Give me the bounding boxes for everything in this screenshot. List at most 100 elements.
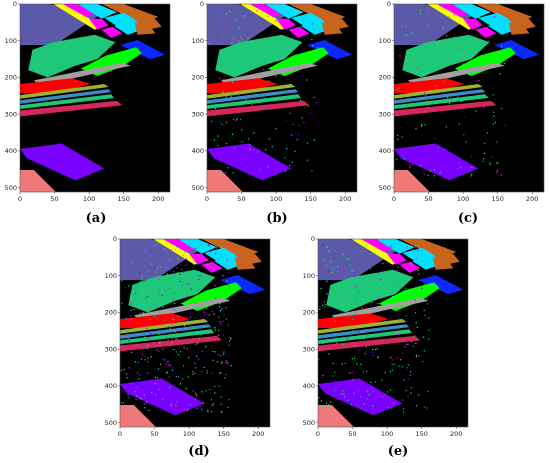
noise-pixel [361, 297, 364, 300]
noise-pixel [479, 20, 481, 22]
noise-pixel [200, 244, 202, 246]
noise-pixel [121, 302, 123, 304]
noise-pixel [210, 410, 213, 413]
noise-pixel [157, 368, 160, 370]
noise-pixel [327, 405, 329, 407]
noise-pixel [213, 36, 215, 39]
noise-pixel [179, 281, 181, 283]
noise-pixel [351, 371, 353, 374]
noise-pixel [400, 250, 402, 252]
noise-pixel [215, 297, 217, 299]
noise-pixel [330, 295, 332, 297]
noise-pixel [222, 244, 224, 247]
noise-pixel [463, 116, 465, 118]
noise-pixel [146, 402, 148, 404]
noise-pixel [150, 250, 152, 253]
noise-pixel [306, 142, 308, 144]
noise-pixel [436, 42, 438, 44]
noise-pixel [427, 106, 429, 108]
noise-pixel [377, 303, 379, 305]
noise-pixel [406, 367, 408, 369]
noise-pixel [504, 124, 506, 126]
noise-pixel [409, 167, 411, 169]
noise-pixel [453, 14, 455, 16]
noise-pixel [369, 253, 371, 255]
x-tick-label: 150 [217, 430, 229, 438]
noise-pixel [221, 123, 223, 125]
noise-pixel [219, 121, 221, 123]
noise-pixel [201, 370, 203, 373]
noise-pixel [343, 252, 345, 254]
noise-pixel [171, 277, 173, 279]
noise-pixel [139, 281, 141, 283]
noise-pixel [190, 247, 193, 249]
noise-pixel [370, 344, 372, 346]
noise-pixel [231, 42, 233, 44]
noise-pixel [497, 59, 499, 61]
noise-pixel [342, 253, 344, 255]
noise-pixel [401, 25, 403, 27]
noise-pixel [496, 170, 499, 172]
noise-pixel [413, 291, 415, 294]
noise-pixel [227, 167, 229, 169]
noise-pixel [224, 172, 227, 174]
noise-pixel [175, 338, 177, 340]
noise-pixel [417, 394, 420, 396]
noise-pixel [211, 120, 213, 122]
noise-pixel [404, 346, 406, 348]
noise-pixel [127, 394, 129, 396]
noise-pixel [410, 341, 412, 343]
noise-pixel [159, 276, 161, 278]
noise-pixel [225, 360, 228, 362]
noise-pixel [410, 113, 412, 115]
noise-pixel [141, 276, 143, 278]
noise-pixel [338, 381, 340, 383]
noise-pixel [169, 365, 171, 367]
noise-pixel [317, 47, 319, 49]
noise-pixel [413, 293, 415, 295]
noise-pixel [147, 344, 149, 346]
noise-pixel [158, 278, 160, 280]
noise-pixel [332, 316, 334, 318]
noise-pixel [150, 356, 152, 358]
noise-pixel [169, 337, 171, 339]
noise-pixel [157, 377, 159, 379]
noise-pixel [500, 107, 502, 110]
noise-pixel [385, 245, 387, 247]
noise-pixel [492, 94, 494, 96]
noise-pixel [184, 328, 186, 330]
noise-pixel [130, 315, 132, 317]
noise-pixel [448, 16, 450, 18]
noise-pixel [329, 261, 332, 263]
noise-pixel [229, 258, 231, 260]
noise-pixel [401, 399, 403, 401]
noise-pixel [143, 394, 145, 396]
noise-pixel [148, 283, 150, 285]
noise-pixel [358, 331, 360, 333]
noise-pixel [241, 39, 243, 41]
noise-pixel [175, 405, 177, 407]
noise-pixel [225, 362, 227, 364]
noise-pixel [368, 394, 370, 396]
class-region-c3 [276, 18, 296, 30]
noise-pixel [370, 381, 372, 384]
noise-pixel [295, 101, 297, 103]
noise-pixel [346, 337, 348, 340]
noise-pixel [139, 283, 141, 285]
class-region-c11 [318, 335, 421, 352]
noise-pixel [229, 337, 231, 339]
noise-pixel [352, 392, 354, 394]
noise-pixel [377, 407, 379, 409]
noise-pixel [158, 350, 160, 352]
noise-pixel [147, 270, 149, 272]
noise-pixel [174, 337, 176, 339]
class-region-c6 [318, 329, 412, 344]
noise-pixel [349, 263, 351, 266]
noise-pixel [207, 244, 209, 246]
noise-pixel [368, 312, 371, 314]
noise-pixel [399, 55, 401, 57]
noise-pixel [207, 264, 209, 266]
noise-pixel [249, 99, 251, 102]
noise-pixel [169, 387, 171, 389]
noise-pixel [330, 401, 332, 403]
